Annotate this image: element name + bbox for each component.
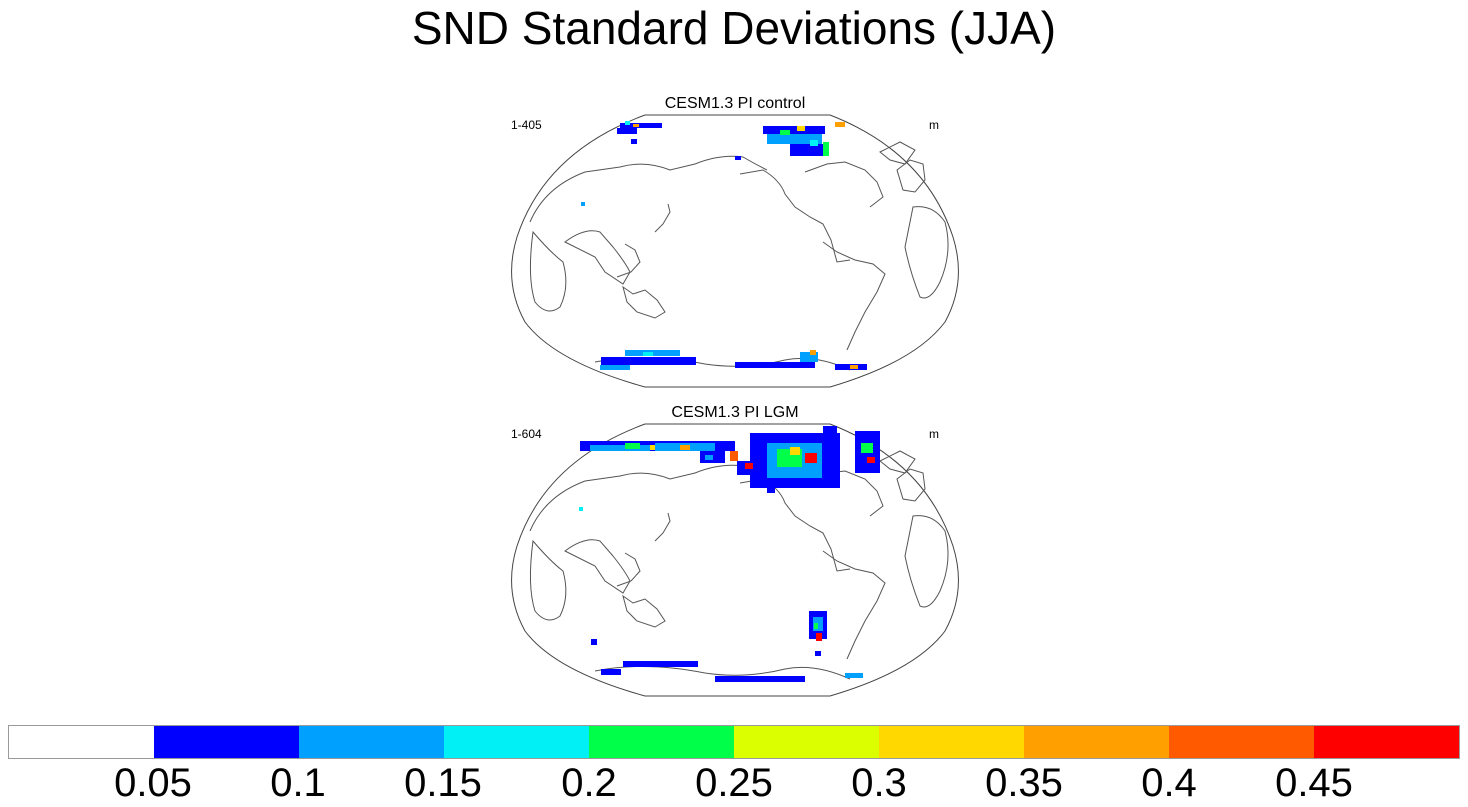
data-cell <box>631 139 637 144</box>
data-cell <box>600 365 630 370</box>
panel-2-title: CESM1.3 PI LGM <box>671 404 799 421</box>
data-cell <box>835 122 845 127</box>
panel-1-units-label: m <box>929 118 939 132</box>
colorbar-tick-label: 0.4 <box>1141 761 1197 805</box>
data-cell <box>861 443 873 453</box>
colorbar-box-9 <box>1169 726 1314 758</box>
data-cell <box>800 352 818 362</box>
data-cell <box>735 362 815 368</box>
data-cell <box>730 451 738 461</box>
panel-1-globe <box>511 114 959 388</box>
colorbar-box-8 <box>1024 726 1169 758</box>
data-cell <box>810 350 816 355</box>
data-cell <box>805 453 817 463</box>
colorbar-box-2 <box>154 726 299 758</box>
data-cell <box>867 457 875 463</box>
data-cell <box>591 639 597 645</box>
data-cell <box>643 352 653 356</box>
colorbar-tick-label: 0.05 <box>114 761 192 805</box>
data-cell <box>790 447 800 455</box>
data-cell <box>623 661 698 667</box>
colorbar-tick-label: 0.2 <box>561 761 617 805</box>
panel-2-data-cells <box>579 426 880 682</box>
data-cell <box>680 445 690 450</box>
data-cell <box>601 357 696 365</box>
data-cell <box>601 669 621 675</box>
panel-1-map <box>511 114 959 388</box>
colorbar-tick-label: 0.15 <box>404 761 482 805</box>
colorbar-box-10 <box>1314 726 1459 758</box>
colorbar-tick-label: 0.1 <box>270 761 326 805</box>
colorbar-box-1 <box>9 726 154 758</box>
data-cell <box>797 126 805 131</box>
data-cell <box>590 445 650 451</box>
panel-2-globe <box>511 423 959 697</box>
data-cell <box>845 673 863 678</box>
panel-2-units-label: m <box>929 427 939 441</box>
data-cell <box>620 123 662 128</box>
data-cell <box>815 651 821 656</box>
data-cell <box>763 126 825 134</box>
panel-1-title: CESM1.3 PI control <box>664 95 806 112</box>
data-cell <box>823 426 837 436</box>
colorbar-box-3 <box>299 726 444 758</box>
data-cell <box>633 124 639 127</box>
data-cell <box>810 140 818 146</box>
data-cell <box>625 121 630 125</box>
map-outline <box>511 423 959 697</box>
colorbar-tick-label: 0.3 <box>851 761 907 805</box>
panel-1-data-cells <box>581 121 867 370</box>
panel-2-left-label: 1-604 <box>511 427 542 441</box>
colorbar-tick-label: 0.45 <box>1275 761 1353 805</box>
data-cell <box>715 676 805 682</box>
map-outline <box>511 114 959 388</box>
panel-2-map <box>511 423 959 697</box>
data-cell <box>850 365 858 369</box>
data-cell <box>767 481 775 493</box>
main-title: SND Standard Deviations (JJA) <box>411 2 1057 54</box>
data-cell <box>816 633 822 641</box>
colorbar-box-5 <box>589 726 734 758</box>
data-cell <box>823 142 829 156</box>
colorbar <box>8 725 1460 759</box>
data-cell <box>579 507 583 511</box>
data-cell <box>780 130 790 135</box>
data-cell <box>581 202 585 206</box>
data-cell <box>767 134 822 144</box>
data-cell <box>705 455 713 460</box>
colorbar-box-7 <box>879 726 1024 758</box>
data-cell <box>814 623 818 629</box>
data-cell <box>617 128 637 134</box>
data-cell <box>735 156 741 160</box>
colorbar-box-4 <box>444 726 589 758</box>
colorbar-tick-label: 0.35 <box>985 761 1063 805</box>
panel-1-left-label: 1-405 <box>511 118 542 132</box>
colorbar-tick-label: 0.25 <box>695 761 773 805</box>
colorbar-box-6 <box>734 726 879 758</box>
data-cell <box>745 463 753 469</box>
data-cell <box>790 144 825 156</box>
data-cell <box>625 443 640 449</box>
